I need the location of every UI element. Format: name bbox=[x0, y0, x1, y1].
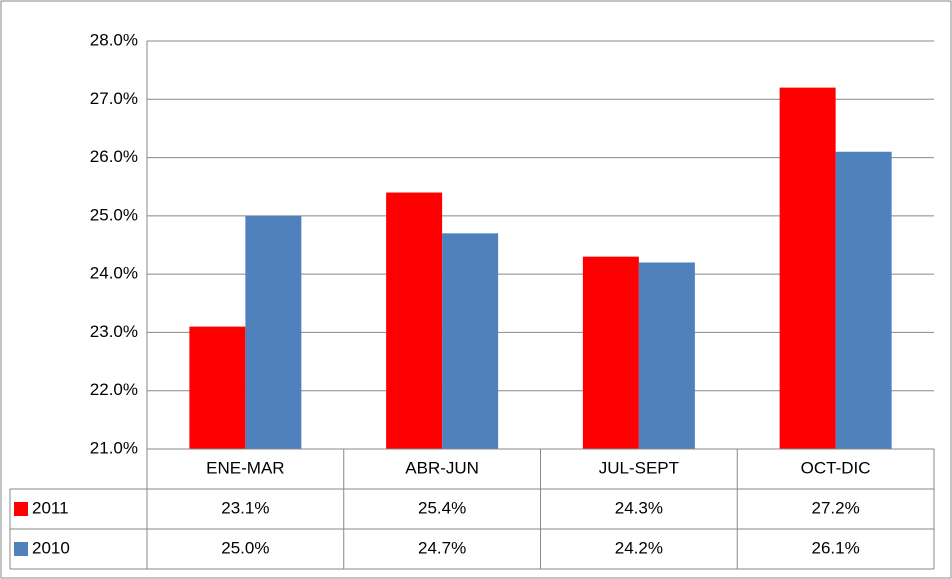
bar bbox=[779, 87, 836, 449]
bar bbox=[189, 326, 246, 449]
category-label: ABR-JUN bbox=[405, 458, 479, 477]
table-value: 25.0% bbox=[221, 538, 269, 557]
category-label: ENE-MAR bbox=[206, 458, 284, 477]
y-tick-label: 21.0% bbox=[90, 438, 138, 457]
legend-label: 2010 bbox=[32, 538, 70, 557]
table-value: 25.4% bbox=[418, 498, 466, 517]
y-tick-label: 25.0% bbox=[90, 205, 138, 224]
y-tick-label: 27.0% bbox=[90, 89, 138, 108]
table-value: 26.1% bbox=[812, 538, 860, 557]
y-tick-label: 22.0% bbox=[90, 380, 138, 399]
table-value: 23.1% bbox=[221, 498, 269, 517]
bar bbox=[582, 256, 639, 449]
category-label: JUL-SEPT bbox=[599, 458, 679, 477]
table-value: 24.7% bbox=[418, 538, 466, 557]
table-value: 27.2% bbox=[812, 498, 860, 517]
y-tick-label: 24.0% bbox=[90, 264, 138, 283]
y-tick-label: 28.0% bbox=[90, 30, 138, 49]
bar bbox=[638, 262, 695, 449]
bar bbox=[245, 215, 302, 449]
legend-swatch bbox=[14, 542, 28, 556]
legend-swatch bbox=[14, 502, 28, 516]
category-label: OCT-DIC bbox=[801, 458, 871, 477]
bar bbox=[386, 192, 443, 450]
legend-label: 2011 bbox=[32, 498, 69, 517]
y-tick-label: 26.0% bbox=[90, 147, 138, 166]
table-value: 24.3% bbox=[615, 498, 663, 517]
bar bbox=[835, 151, 892, 449]
y-tick-label: 23.0% bbox=[90, 322, 138, 341]
table-value: 24.2% bbox=[615, 538, 663, 557]
bar bbox=[442, 233, 499, 449]
